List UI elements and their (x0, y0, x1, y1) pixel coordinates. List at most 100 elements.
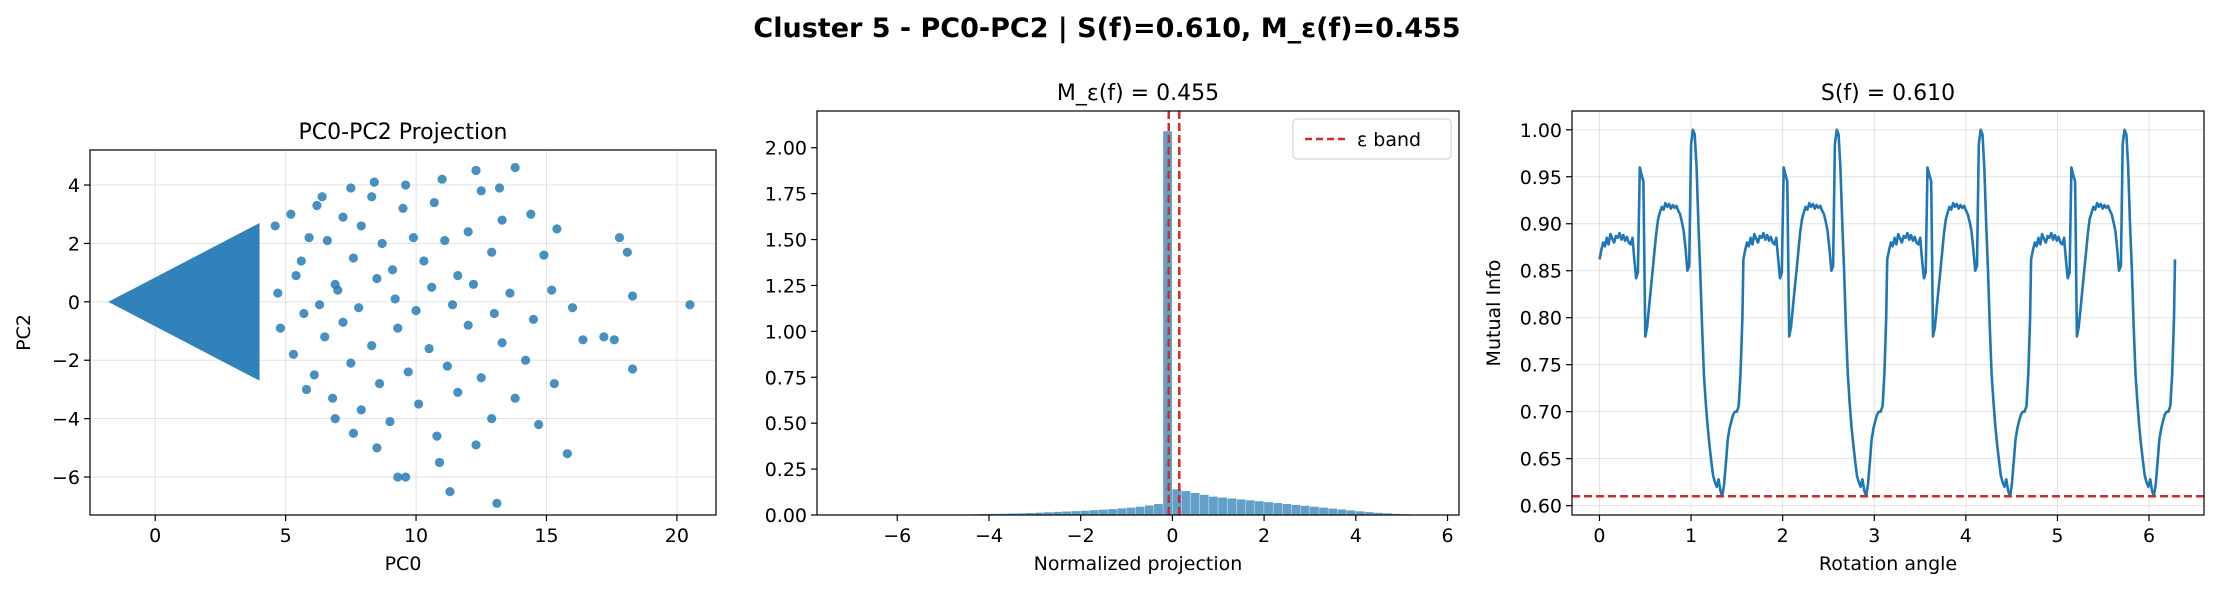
scatter-point (296, 256, 306, 266)
scatter-point (288, 349, 299, 359)
y-tick-label: 0.60 (1520, 496, 1562, 518)
histogram-bar (1172, 489, 1182, 515)
scatter-point (539, 250, 549, 260)
scatter-point (497, 338, 507, 348)
scatter-point (567, 303, 578, 313)
scatter-point (387, 265, 398, 275)
histogram-panel: M_ε(f) = 0.455 Normalized projection ε b… (765, 81, 1460, 575)
histogram-bar (1144, 505, 1154, 515)
histogram-bar (998, 513, 1007, 515)
scatter-point (487, 414, 497, 424)
mutual-info-panel: S(f) = 0.610 Rotation angle Mutual Info … (1483, 81, 2205, 575)
y-tick-label: 0 (68, 292, 80, 314)
scatter-point (414, 399, 424, 409)
scatter-point (291, 270, 301, 281)
y-tick-label: 2.00 (765, 138, 807, 160)
scatter-point (403, 367, 413, 377)
y-tick-label: −4 (52, 409, 80, 431)
histogram-bar (1319, 507, 1328, 515)
scatter-point (599, 332, 609, 342)
scatter-point (398, 203, 408, 213)
histogram-bar (1154, 503, 1163, 515)
scatter-point (510, 393, 520, 403)
scatter-point (492, 498, 502, 508)
scatter-point (447, 300, 458, 310)
scatter-point (346, 358, 356, 368)
scatter-point (453, 270, 463, 281)
scatter-point (552, 224, 562, 234)
x-tick-label: 0 (1593, 525, 1605, 547)
histogram-bar (1264, 502, 1273, 515)
scatter-point (390, 294, 400, 304)
histogram-bar (1080, 510, 1090, 515)
x-tick-label: 15 (534, 525, 558, 547)
histogram-bar (1135, 506, 1145, 515)
x-tick-label: 4 (1350, 525, 1362, 547)
scatter-point (534, 419, 544, 430)
scatter-point (497, 215, 507, 225)
histogram-bar (1043, 512, 1053, 515)
mutual-info-line (1598, 128, 2177, 498)
scatter-point (346, 183, 356, 193)
y-tick-label: 0.75 (765, 367, 807, 389)
scatter-point (440, 235, 450, 246)
x-tick-label: −6 (883, 525, 911, 547)
histogram-bar (1163, 131, 1172, 515)
histogram-bar (1089, 510, 1099, 515)
histogram-bar (1273, 503, 1283, 515)
y-tick-label: 1.75 (765, 184, 807, 206)
histogram-bar (1245, 500, 1255, 515)
y-tick-label: 0.85 (1520, 261, 1562, 283)
scatter-point (333, 285, 343, 295)
scatter-point (424, 343, 434, 354)
scatter-point (338, 212, 348, 222)
scatter-point (547, 285, 557, 295)
x-tick-label: 5 (280, 525, 292, 547)
legend-label-eps-band: ε band (1357, 129, 1421, 151)
x-tick-label: 4 (1960, 525, 1972, 547)
scatter-point (327, 393, 338, 403)
histogram-bar (1309, 506, 1319, 515)
histogram-bar (1364, 512, 1374, 515)
scatter-point (685, 300, 695, 310)
histogram-bar (1053, 511, 1062, 515)
y-tick-label: 0.00 (765, 505, 807, 527)
x-tick-label: −4 (975, 525, 1003, 547)
y-tick-label: 0.90 (1520, 214, 1562, 236)
scatter-point (526, 209, 536, 219)
axes-frame (1571, 110, 2205, 516)
x-tick-label: 0 (149, 525, 161, 547)
histogram-bar (1346, 510, 1356, 515)
scatter-point (322, 235, 332, 246)
y-tick-label: 0.75 (1520, 355, 1562, 377)
scatter-point (487, 247, 497, 257)
histogram-bar (1337, 509, 1347, 515)
y-tick-label: −6 (52, 467, 80, 489)
histogram-bar (1383, 513, 1393, 515)
x-tick-label: 0 (1166, 525, 1178, 547)
figure-suptitle: Cluster 5 - PC0-PC2 | S(f)=0.610, M_ε(f)… (753, 13, 1460, 44)
scatter-point (273, 288, 283, 298)
scatter-point (419, 256, 429, 266)
scatter-point (429, 197, 439, 208)
scatter-point (471, 440, 481, 450)
histogram-bar (1199, 494, 1209, 515)
scatter-point (562, 449, 572, 459)
scatter-point (356, 405, 366, 415)
x-tick-label: 1 (1685, 525, 1697, 547)
scatter-point (468, 279, 479, 289)
scatter-point (432, 431, 442, 441)
scatter-panel: PC0-PC2 Projection PC0 PC2 0 5 10 15 20−6−4−… (13, 120, 717, 575)
scatter-point (411, 306, 421, 316)
scatter-point (622, 247, 632, 257)
histogram-bar (1218, 497, 1228, 515)
scatter-point (627, 364, 638, 374)
scatter-point (578, 335, 588, 345)
scatter-point (489, 308, 499, 319)
scatter-point (505, 288, 515, 298)
legend-box (1292, 118, 1452, 160)
y-tick-label: 0.70 (1520, 402, 1562, 424)
histogram-bar (1016, 513, 1026, 515)
mutual-info-x-axis-label: Rotation angle (1819, 553, 1957, 575)
scatter-point (301, 384, 312, 395)
